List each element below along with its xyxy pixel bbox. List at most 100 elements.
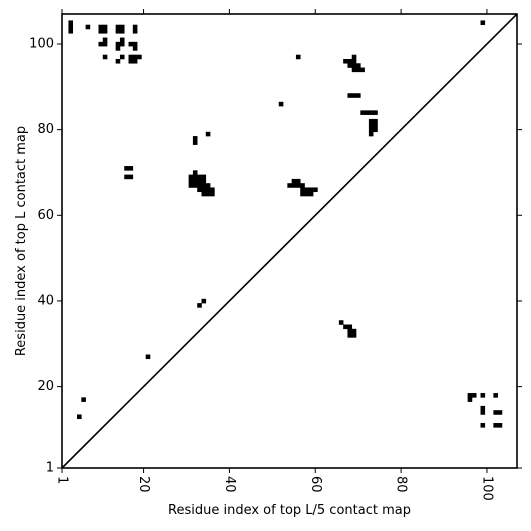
contact-cell (128, 54, 134, 60)
contact-cell (205, 183, 211, 188)
x-tick-label: 20 (136, 476, 151, 493)
contact-cell (197, 303, 202, 308)
contact-cell (343, 324, 348, 330)
contact-cell (480, 20, 486, 25)
contact-cell (278, 101, 284, 107)
contact-cell (287, 183, 292, 188)
contact-cell (347, 333, 353, 338)
contact-cell (480, 410, 486, 415)
x-tick-label: 40 (222, 476, 237, 493)
contact-cell (351, 328, 357, 334)
contact-cell (364, 110, 370, 115)
contact-cell (343, 58, 348, 64)
contact-cell (102, 41, 108, 47)
contact-cell (480, 393, 486, 398)
contact-cell (368, 127, 374, 133)
contact-cell (192, 178, 198, 184)
contact-cell (98, 24, 104, 30)
contact-cell (197, 174, 202, 180)
lower-triangle-contacts (77, 298, 503, 428)
contact-cell (360, 110, 365, 115)
contact-cell (308, 187, 314, 193)
contact-cell (192, 174, 198, 180)
y-tick-label: 20 (37, 379, 54, 394)
contact-cell (68, 28, 74, 34)
contact-cell (188, 183, 194, 188)
contact-cell (338, 320, 344, 325)
contact-cell (480, 423, 486, 428)
contact-cell (119, 54, 125, 60)
contact-cell (68, 20, 74, 25)
contact-cell (145, 354, 151, 360)
contact-cell (85, 24, 91, 30)
contact-cell (188, 174, 194, 180)
contact-cell (132, 46, 138, 51)
contact-cell (201, 178, 207, 184)
contact-cell (81, 397, 86, 402)
contact-cell (115, 46, 121, 51)
contact-cell (119, 37, 125, 43)
contact-cell (351, 54, 357, 60)
contact-cell (351, 67, 357, 73)
contact-cell (467, 393, 473, 398)
contact-cell (368, 110, 374, 115)
x-tick-label: 80 (394, 476, 409, 493)
contact-cell (368, 123, 374, 128)
contact-cell (373, 110, 378, 115)
contact-cell (295, 178, 301, 184)
contact-cell (373, 127, 378, 133)
contact-cell (351, 93, 357, 98)
contact-cell (205, 187, 211, 193)
contact-cell (188, 178, 194, 184)
x-axis-ticks: 1 20 40 60 80 100 (55, 9, 494, 501)
contact-cell (291, 183, 297, 188)
y-tick-label: 60 (37, 208, 54, 223)
contact-cell (347, 58, 353, 64)
y-tick-label: 80 (37, 122, 54, 137)
contact-cell (132, 54, 138, 60)
contact-cell (137, 54, 142, 60)
contact-cell (300, 191, 305, 197)
contact-cell (373, 123, 378, 128)
contact-cell (497, 423, 503, 428)
contact-cell (351, 63, 357, 68)
contact-cell (128, 58, 134, 64)
contact-cell (368, 131, 374, 137)
contact-cell (68, 24, 74, 30)
y-tick-label: 100 (29, 36, 54, 51)
contact-cell (210, 191, 215, 197)
contact-cell (493, 423, 498, 428)
contact-cell (304, 187, 310, 193)
x-tick-label: 60 (308, 476, 323, 493)
contact-cell (115, 28, 121, 34)
contact-cell (356, 93, 361, 98)
x-tick-label: 100 (479, 476, 494, 501)
contact-cell (98, 28, 104, 34)
contact-cell (119, 28, 125, 34)
contact-cell (368, 118, 374, 124)
contact-cell (205, 191, 211, 197)
contact-cell (351, 333, 357, 338)
contact-cell (128, 174, 134, 180)
contact-cell (201, 187, 207, 193)
contact-cell (471, 393, 477, 398)
y-axis-ticks: 1 20 40 60 80 100 (29, 36, 522, 476)
contact-cell (356, 63, 361, 68)
contact-cell (295, 54, 301, 60)
contact-cell (201, 298, 207, 304)
contact-cell (102, 54, 108, 60)
contact-cell (192, 140, 198, 145)
contact-cell (347, 63, 353, 68)
contact-cell (295, 183, 301, 188)
contact-cell (467, 397, 473, 402)
contact-cell (304, 191, 310, 197)
contact-cell (132, 41, 138, 47)
x-axis-label: Residue index of top L/5 contact map (168, 503, 411, 518)
contact-cell (493, 393, 498, 398)
contact-cell (102, 28, 108, 34)
contact-cell (98, 41, 104, 47)
contact-cell (201, 174, 207, 180)
contact-cell (210, 187, 215, 193)
contact-cell (197, 187, 202, 193)
